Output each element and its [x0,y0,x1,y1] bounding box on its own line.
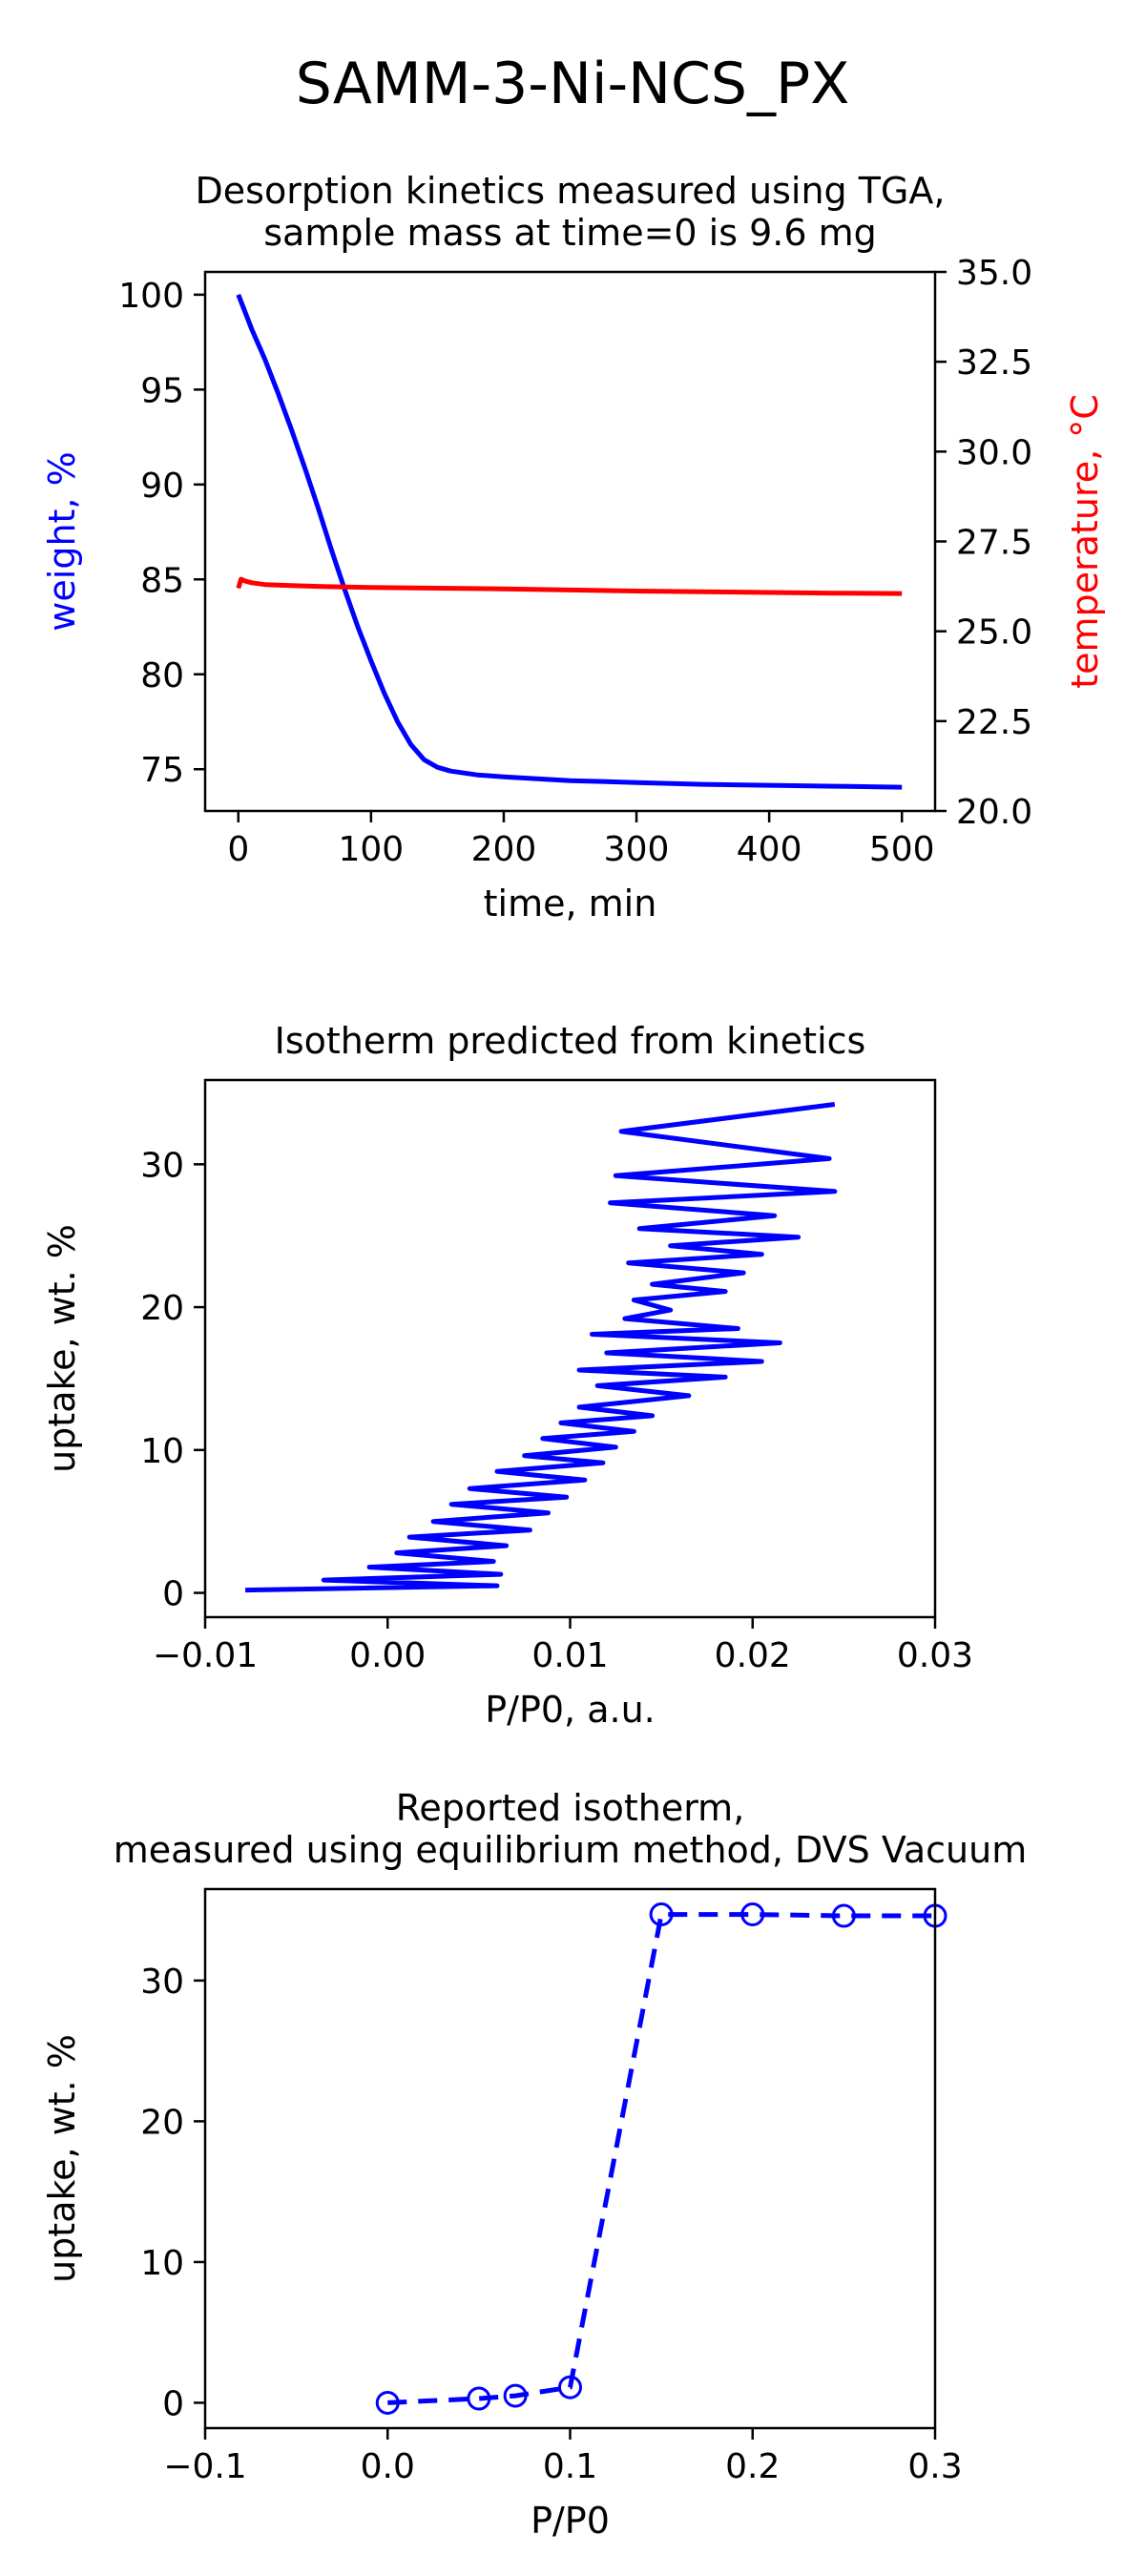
x-tick-label: 0 [227,830,249,869]
y2-axis-label: temperature, °C [1064,394,1106,689]
y-axis-label: uptake, wt. % [41,2034,83,2283]
series-line-1 [245,1102,838,1593]
y-axis-label: uptake, wt. % [41,1224,83,1473]
x-tick-label: −0.1 [163,2447,246,2486]
y-tick-label: 10 [140,1432,184,1471]
data-point [503,2383,528,2408]
x-tick-label: 0.1 [543,2447,597,2486]
x-tick-label: 200 [471,830,537,869]
x-axis-label: P/P0, a.u. [485,1689,656,1731]
y-tick-label: 90 [140,467,184,506]
y-tick-label: 20 [140,2103,184,2142]
x-tick-label: 500 [869,830,935,869]
data-point [649,1902,674,1927]
data-point [740,1902,765,1927]
x-tick-label: 0.01 [531,1636,608,1675]
chart-1: Desorption kinetics measured using TGA, s… [41,170,1106,924]
chart-2: Isotherm predicted from kinetics −0.01 0.0… [41,1020,973,1731]
y-tick-label: 0 [162,2384,184,2423]
y2-tick-label: 27.5 [956,524,1032,563]
y-tick-label: 30 [140,1146,184,1185]
y-tick-label: 80 [140,656,184,696]
x-tick-label: 0.02 [715,1636,791,1675]
y-tick-label: 30 [140,1963,184,2002]
y2-tick-label: 22.5 [956,703,1032,742]
y2-tick-label: 32.5 [956,343,1032,383]
chart-title: Isotherm predicted from kinetics [275,1020,866,1062]
data-point [467,2386,491,2411]
series-line-1 [236,293,903,790]
x-tick-label: 0.0 [361,2447,415,2486]
y2-tick-label: 30.0 [956,433,1032,472]
y-tick-label: 0 [162,1575,184,1614]
y-tick-label: 95 [140,371,184,410]
series-line-1 [387,1912,935,2405]
y-tick-label: 75 [140,751,184,790]
y-tick-label: 100 [118,277,184,316]
plot-frame [203,270,937,813]
plot-frame [203,1887,937,2430]
chart-title: Desorption kinetics measured using TGA, s… [196,170,946,254]
series-line-2 [236,576,903,596]
x-tick-label: 0.00 [349,1636,426,1675]
x-tick-label: 100 [339,830,405,869]
y2-tick-label: 20.0 [956,793,1032,832]
chart-title: Reported isotherm, measured using equilib… [114,1787,1028,1871]
figure-title: SAMM-3-Ni-NCS_PX [296,51,850,117]
x-tick-label: 0.2 [725,2447,780,2486]
x-axis-label: P/P0 [531,2500,610,2542]
x-axis-label: time, min [484,883,657,924]
x-tick-label: 300 [604,830,670,869]
data-point [831,1903,856,1928]
y-tick-label: 85 [140,561,184,600]
y-tick-label: 10 [140,2244,184,2283]
y2-tick-label: 35.0 [956,254,1032,293]
x-tick-label: 0.3 [907,2447,962,2486]
y-tick-label: 20 [140,1289,184,1328]
x-tick-label: −0.01 [153,1636,258,1675]
y-axis-label: weight, % [41,451,83,631]
y2-tick-label: 25.0 [956,613,1032,653]
data-point [375,2390,400,2415]
data-point [558,2375,582,2399]
x-tick-label: 400 [737,830,802,869]
chart-3: Reported isotherm, measured using equilib… [41,1787,1027,2542]
x-tick-label: 0.03 [897,1636,973,1675]
